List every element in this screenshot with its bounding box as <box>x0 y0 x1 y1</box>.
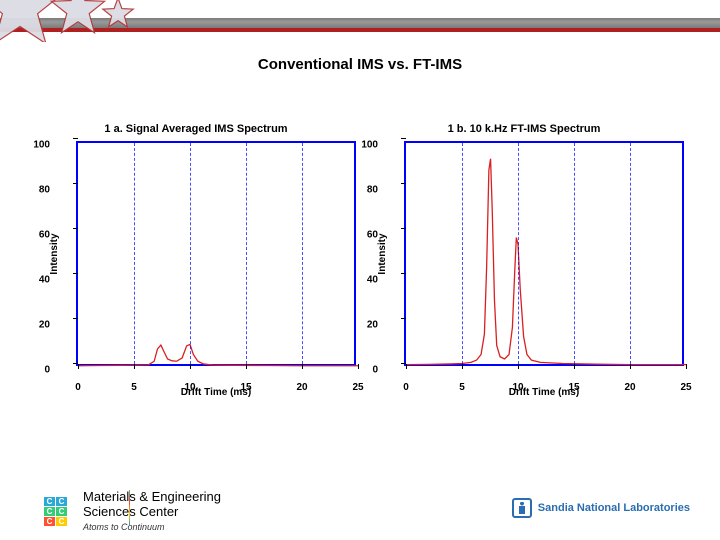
trace-left <box>78 143 358 368</box>
chart-right: 1 b. 10 k.Hz FT-IMS Spectrum 02040608010… <box>364 123 684 404</box>
x-label-right: Drift Time (ms) <box>509 387 579 398</box>
chart-left-title: 1 a. Signal Averaged IMS Spectrum <box>36 123 356 135</box>
y-tick-label: 0 <box>352 365 378 376</box>
y-tick-label: 80 <box>24 185 50 196</box>
y-tick-label: 20 <box>24 320 50 331</box>
x-tick-label: 25 <box>680 382 691 393</box>
plot-frame-right: 020406080100 0510152025 Intensity Drift … <box>404 141 684 366</box>
y-tick-label: 60 <box>24 230 50 241</box>
mesc-separator <box>129 490 130 526</box>
sandia-text: Sandia National Laboratories <box>538 502 690 514</box>
y-tick-label: 0 <box>24 365 50 376</box>
y-tick-label: 40 <box>24 275 50 286</box>
x-label-left: Drift Time (ms) <box>181 387 251 398</box>
plot-frame-left: 020406080100 0510152025 Intensity Drift … <box>76 141 356 366</box>
y-tick-label: 60 <box>352 230 378 241</box>
x-tick-label: 0 <box>403 382 409 393</box>
chart-left: 1 a. Signal Averaged IMS Spectrum 020406… <box>36 123 356 404</box>
y-label-left: Intensity <box>49 233 60 274</box>
chart-right-title: 1 b. 10 k.Hz FT-IMS Spectrum <box>364 123 684 135</box>
mesc-tagline: Atoms to Continuum <box>83 522 221 532</box>
y-tick-label: 20 <box>352 320 378 331</box>
x-tick-label: 0 <box>75 382 81 393</box>
x-tick-label: 20 <box>624 382 635 393</box>
mesc-logo-icon: CCCCCC <box>44 497 67 526</box>
mesc-line1: Materials & Engineering <box>83 490 221 505</box>
y-tick-label: 100 <box>352 140 378 151</box>
mesc-line2: Sciences Center <box>83 505 221 520</box>
trace-right <box>406 143 686 368</box>
x-tick-label: 5 <box>131 382 137 393</box>
top-banner <box>0 0 720 42</box>
y-tick-label: 80 <box>352 185 378 196</box>
y-tick-label: 100 <box>24 140 50 151</box>
y-label-right: Intensity <box>377 233 388 274</box>
banner-stars <box>0 0 720 42</box>
mesc-block: CCCCCC Materials & Engineering Sciences … <box>44 490 221 532</box>
x-tick-label: 5 <box>459 382 465 393</box>
footer: CCCCCC Materials & Engineering Sciences … <box>0 468 720 532</box>
x-tick-label: 25 <box>352 382 363 393</box>
y-tick-label: 40 <box>352 275 378 286</box>
x-tick-label: 20 <box>296 382 307 393</box>
charts-row: 1 a. Signal Averaged IMS Spectrum 020406… <box>0 123 720 404</box>
sandia-block: Sandia National Laboratories <box>512 498 690 518</box>
page-title: Conventional IMS vs. FT-IMS <box>0 56 720 73</box>
sandia-logo-icon <box>512 498 532 518</box>
